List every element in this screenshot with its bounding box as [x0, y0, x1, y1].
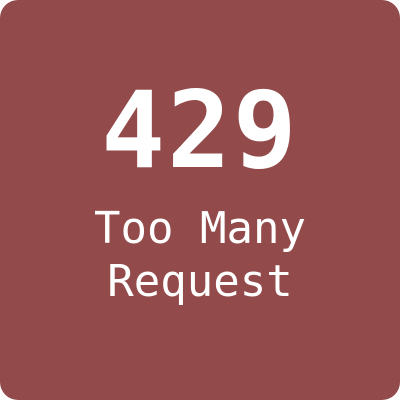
status-message-line2: Request: [107, 256, 293, 307]
status-message-line1: Too Many: [94, 203, 306, 254]
status-code: 429: [101, 69, 299, 192]
status-message: Too Many Request: [0, 202, 400, 308]
